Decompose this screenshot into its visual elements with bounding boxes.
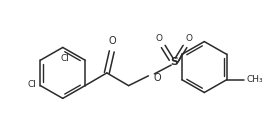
- Text: O: O: [153, 73, 161, 83]
- Text: O: O: [156, 34, 163, 42]
- Text: O: O: [185, 34, 192, 42]
- Text: Cl: Cl: [60, 54, 69, 63]
- Text: S: S: [170, 57, 178, 67]
- Text: CH₃: CH₃: [247, 75, 263, 84]
- Text: Cl: Cl: [28, 80, 37, 89]
- Text: O: O: [109, 36, 117, 46]
